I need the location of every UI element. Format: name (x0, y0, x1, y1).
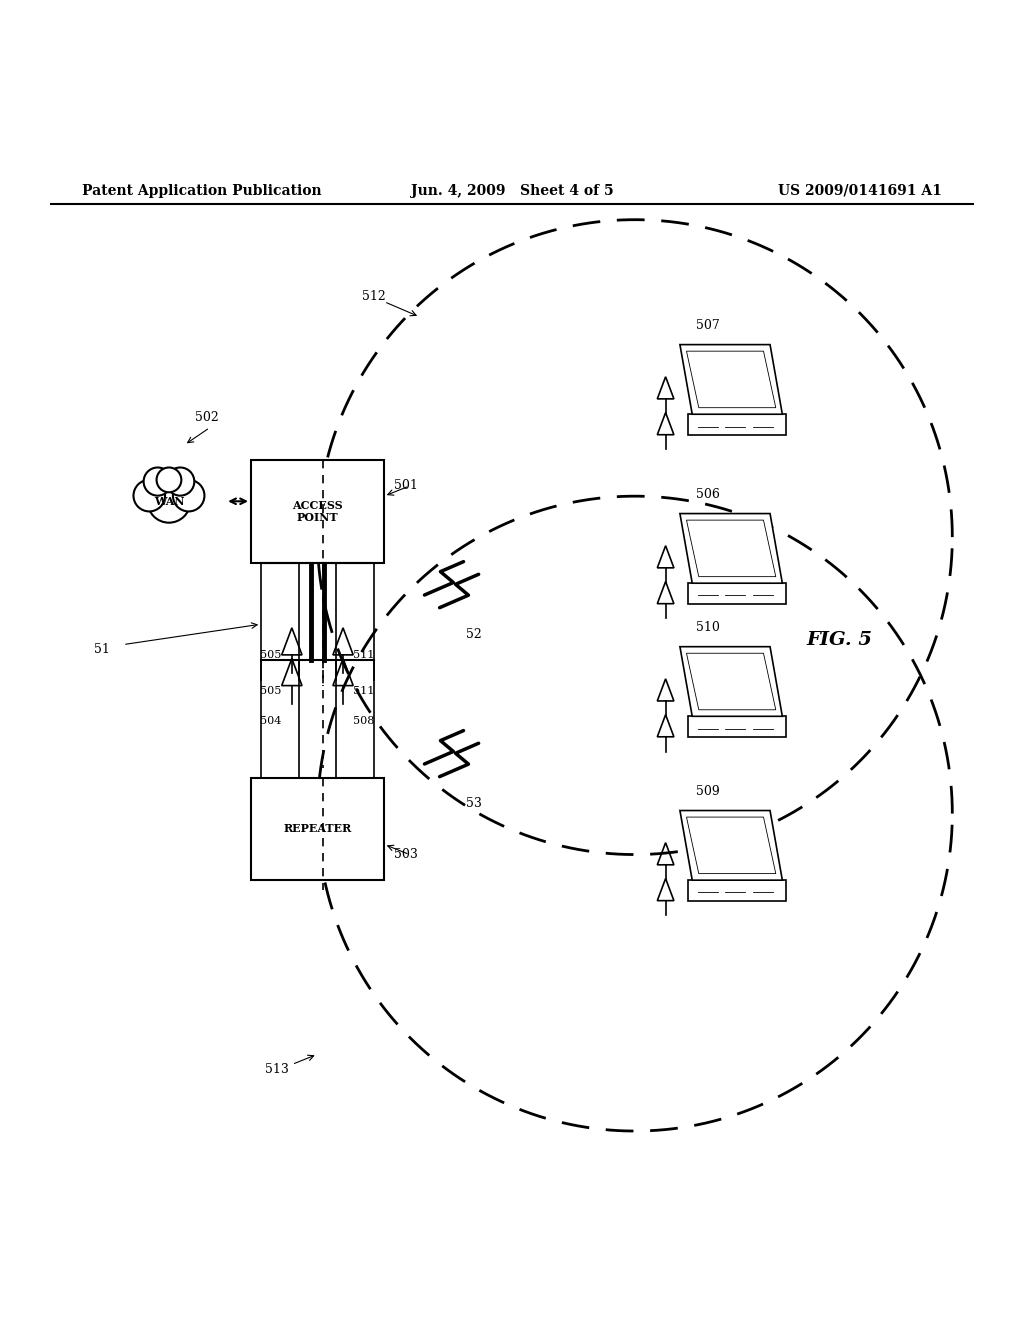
Text: 503: 503 (394, 847, 418, 861)
Text: 510: 510 (696, 622, 720, 635)
Polygon shape (680, 647, 782, 717)
Circle shape (147, 480, 190, 523)
Text: 508: 508 (353, 717, 375, 726)
Circle shape (166, 467, 195, 495)
Bar (251, 777, 384, 880)
Text: FIG. 5: FIG. 5 (807, 631, 872, 648)
Polygon shape (680, 345, 782, 414)
Text: 52: 52 (466, 628, 481, 642)
Text: 502: 502 (195, 412, 218, 425)
Text: 506: 506 (696, 488, 720, 502)
Text: 505: 505 (260, 685, 282, 696)
Text: 508: 508 (358, 553, 380, 562)
Text: ACCESS
POINT: ACCESS POINT (292, 500, 343, 524)
Text: WAN: WAN (154, 496, 184, 507)
Text: 511: 511 (353, 649, 375, 660)
Circle shape (143, 467, 172, 495)
Bar (688, 717, 786, 737)
Text: Patent Application Publication: Patent Application Publication (82, 183, 322, 198)
Text: US 2009/0141691 A1: US 2009/0141691 A1 (778, 183, 942, 198)
Circle shape (133, 480, 165, 511)
Text: 504: 504 (255, 553, 276, 562)
Text: 512: 512 (361, 290, 386, 304)
Polygon shape (680, 513, 782, 583)
Polygon shape (680, 810, 782, 880)
Circle shape (173, 480, 205, 511)
Text: 53: 53 (466, 797, 482, 810)
Text: 513: 513 (264, 1063, 289, 1076)
Text: 505: 505 (260, 649, 282, 660)
Text: 509: 509 (696, 785, 720, 799)
Bar (688, 414, 786, 434)
Text: REPEATER: REPEATER (284, 824, 351, 834)
Text: 51: 51 (94, 643, 111, 656)
Bar (688, 880, 786, 900)
Circle shape (157, 467, 181, 492)
Text: Jun. 4, 2009   Sheet 4 of 5: Jun. 4, 2009 Sheet 4 of 5 (411, 183, 613, 198)
Text: 511: 511 (353, 685, 375, 696)
Text: 501: 501 (394, 479, 418, 492)
Text: 504: 504 (260, 717, 282, 726)
Text: 507: 507 (696, 319, 720, 333)
Bar (251, 461, 384, 562)
Bar (688, 583, 786, 603)
